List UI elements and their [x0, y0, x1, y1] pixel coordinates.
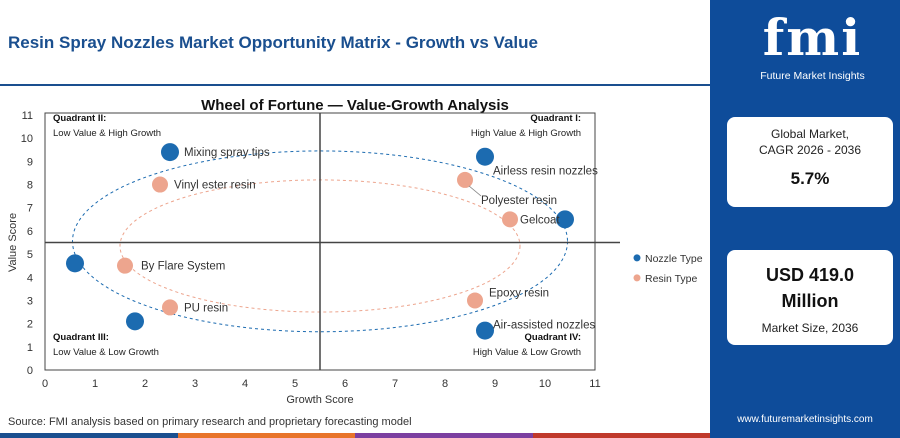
bottom-bar-segment — [355, 433, 533, 438]
x-tick-label: 11 — [589, 378, 600, 390]
resin-point — [457, 171, 473, 188]
market-size-value-line1: USD 419.0 — [765, 265, 855, 285]
market-size-card: USD 419.0 Million Market Size, 2036 — [727, 250, 893, 345]
point-label: Vinyl ester resin — [174, 180, 256, 192]
point-label: By Flare System — [141, 261, 225, 273]
point-label: Airless resin nozzles — [493, 166, 598, 178]
point-label: Gelcoat — [520, 214, 560, 226]
resin-point — [152, 176, 168, 193]
website-link[interactable]: www.futuremarketinsights.com — [737, 414, 873, 425]
nozzle-point — [126, 312, 144, 331]
chart-title: Wheel of Fortune — Value-Growth Analysis — [201, 97, 509, 114]
nozzle-point — [66, 254, 84, 273]
y-tick-label: 8 — [27, 180, 33, 192]
bottom-color-bar — [0, 433, 710, 438]
legend-label: Resin Type — [645, 273, 697, 285]
point-label: Epoxy resin — [489, 287, 549, 299]
y-tick-label: 11 — [22, 110, 33, 122]
cagr-label-line1: Global Market, — [770, 127, 850, 141]
quadrant-description: Low Value & Low Growth — [53, 347, 159, 358]
point-label: PU resin — [184, 302, 228, 314]
x-axis-label: Growth Score — [286, 394, 353, 406]
logo-wordmark: fmi — [762, 8, 863, 67]
resin-point — [162, 299, 178, 316]
point-label: Polyester resin — [481, 195, 557, 207]
resin-point — [502, 211, 518, 228]
x-tick-label: 7 — [392, 378, 398, 390]
opportunity-matrix-chart: Wheel of Fortune — Value-Growth Analysis… — [0, 88, 710, 416]
x-tick-label: 6 — [342, 378, 348, 390]
legend-label: Nozzle Type — [645, 253, 703, 265]
logo-subtitle: Future Market Insights — [760, 70, 865, 82]
x-tick-label: 5 — [292, 378, 298, 390]
quadrant-title: Quadrant II: — [53, 113, 106, 124]
y-tick-label: 1 — [27, 342, 33, 354]
x-tick-label: 10 — [539, 378, 551, 390]
point-label: Mixing spray tips — [184, 147, 270, 159]
quadrant-title: Quadrant IV: — [525, 332, 581, 343]
y-tick-label: 0 — [27, 365, 33, 377]
y-tick-label: 10 — [21, 133, 33, 145]
resin-point — [117, 257, 133, 274]
x-tick-label: 4 — [242, 378, 248, 390]
nozzle-point — [556, 210, 574, 229]
quadrant-description: High Value & High Growth — [471, 128, 581, 139]
y-tick-label: 7 — [27, 203, 33, 215]
bottom-bar-segment — [0, 433, 178, 438]
source-note: Source: FMI analysis based on primary re… — [8, 416, 412, 428]
cagr-value: 5.7% — [790, 169, 830, 188]
y-tick-label: 9 — [27, 156, 33, 168]
legend-marker — [633, 254, 641, 262]
x-tick-label: 2 — [142, 378, 148, 390]
nozzle-point — [161, 143, 179, 162]
legend-marker — [633, 274, 641, 282]
header-divider — [0, 84, 710, 86]
point-label: Air-assisted nozzles — [493, 320, 596, 332]
y-axis-label: Value Score — [7, 213, 19, 272]
market-size-value-line2: Million — [781, 291, 839, 311]
leader-line — [468, 185, 482, 197]
x-tick-label: 9 — [492, 378, 498, 390]
x-tick-label: 0 — [42, 378, 48, 390]
outer-ring — [72, 150, 568, 333]
quadrant-description: Low Value & High Growth — [53, 128, 161, 139]
bottom-bar-segment — [532, 433, 710, 438]
cagr-card: Global Market, CAGR 2026 - 2036 5.7% — [727, 117, 893, 207]
fmi-logo: fmi Future Market Insights — [740, 8, 885, 88]
summary-panel: fmi Future Market Insights Global Market… — [710, 0, 900, 438]
nozzle-point — [476, 321, 494, 340]
quadrant-description: High Value & Low Growth — [473, 347, 581, 358]
cagr-label-line2: CAGR 2026 - 2036 — [758, 143, 862, 157]
bottom-bar-segment — [177, 433, 355, 438]
y-tick-label: 2 — [27, 319, 33, 331]
resin-point — [467, 292, 483, 309]
y-tick-label: 5 — [27, 249, 33, 261]
x-tick-label: 8 — [442, 378, 448, 390]
y-tick-label: 6 — [27, 226, 33, 238]
nozzle-point — [476, 147, 494, 166]
quadrant-title: Quadrant I: — [530, 113, 581, 124]
page-title: Resin Spray Nozzles Market Opportunity M… — [8, 33, 538, 52]
y-tick-label: 3 — [27, 295, 33, 307]
x-tick-label: 1 — [92, 378, 98, 390]
market-size-label: Market Size, 2036 — [761, 321, 859, 335]
quadrant-title: Quadrant III: — [53, 332, 109, 343]
y-tick-label: 4 — [27, 272, 33, 284]
x-tick-label: 3 — [192, 378, 198, 390]
